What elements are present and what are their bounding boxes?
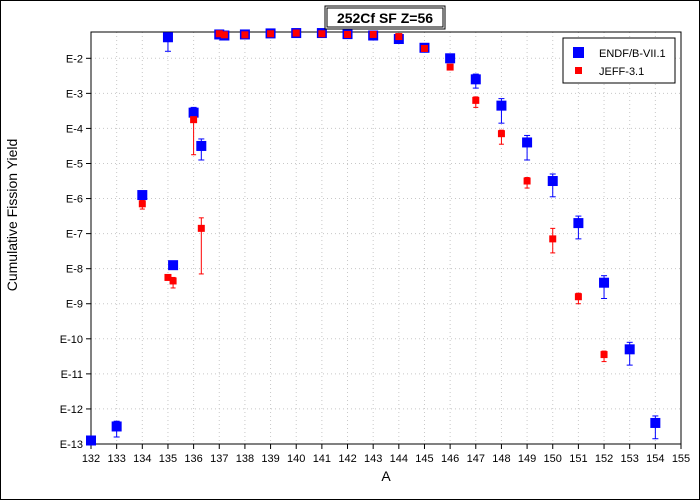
x-tick-label: 150 bbox=[544, 453, 562, 465]
grid bbox=[90, 32, 682, 445]
marker-endf bbox=[624, 344, 635, 355]
x-tick-label: 146 bbox=[441, 453, 459, 465]
legend-label-endf: ENDF/B-VII.1 bbox=[599, 48, 666, 60]
x-tick-label: 148 bbox=[492, 453, 510, 465]
y-tick-label: E-12 bbox=[60, 404, 83, 416]
y-tick-label: E-8 bbox=[66, 264, 83, 276]
y-axis-label: Cumulative Fission Yield bbox=[4, 139, 20, 292]
marker-jeff bbox=[369, 30, 377, 38]
y-tick-label: E-2 bbox=[66, 53, 83, 65]
chart-title-box: 252Cf SF Z=56 bbox=[324, 5, 446, 30]
x-tick-label: 140 bbox=[287, 453, 305, 465]
x-tick-label: 145 bbox=[415, 453, 433, 465]
marker-endf bbox=[445, 53, 456, 64]
marker-endf bbox=[599, 277, 610, 288]
marker-endf bbox=[573, 218, 584, 229]
x-tick-label: 132 bbox=[82, 453, 100, 465]
marker-jeff bbox=[292, 29, 300, 37]
marker-jeff bbox=[420, 44, 428, 52]
x-tick-label: 135 bbox=[159, 453, 177, 465]
marker-jeff bbox=[523, 177, 531, 185]
marker-endf bbox=[470, 74, 481, 85]
axis-ticks: 132 133 134 135 136 137 138 139 140 141 142 143 144 1… bbox=[60, 53, 690, 465]
marker-endf bbox=[162, 32, 173, 43]
legend: ENDF/B-VII.1 JEFF-3.1 bbox=[562, 37, 676, 84]
x-tick-label: 154 bbox=[646, 453, 664, 465]
x-tick-label: 133 bbox=[107, 453, 125, 465]
marker-jeff bbox=[318, 30, 326, 38]
y-tick-label: E-9 bbox=[66, 299, 83, 311]
plot-area bbox=[90, 31, 682, 445]
marker-jeff bbox=[169, 277, 177, 285]
marker-jeff bbox=[497, 130, 505, 138]
y-tick-label: E-3 bbox=[66, 88, 83, 100]
marker-endf bbox=[496, 100, 507, 111]
x-tick-label: 139 bbox=[261, 453, 279, 465]
marker-jeff bbox=[600, 351, 608, 359]
marker-jeff bbox=[197, 224, 205, 232]
marker-endf bbox=[196, 140, 207, 151]
x-tick-label: 149 bbox=[518, 453, 536, 465]
y-tick-label: E-6 bbox=[66, 194, 83, 206]
legend-label-jeff: JEFF-3.1 bbox=[599, 66, 644, 78]
error-bars bbox=[113, 33, 659, 440]
marker-jeff bbox=[574, 293, 582, 301]
x-axis-label: A bbox=[381, 468, 391, 484]
x-tick-label: 152 bbox=[595, 453, 613, 465]
x-tick-label: 143 bbox=[364, 453, 382, 465]
x-tick-label: 141 bbox=[313, 453, 331, 465]
y-tick-label: E-5 bbox=[66, 158, 83, 170]
x-tick-label: 142 bbox=[338, 453, 356, 465]
marker-endf bbox=[86, 435, 96, 446]
marker-endf bbox=[522, 137, 533, 148]
y-tick-label: E-4 bbox=[66, 123, 83, 135]
marker-endf bbox=[547, 176, 558, 187]
marker-jeff bbox=[190, 116, 198, 124]
data-markers bbox=[86, 28, 661, 446]
marker-endf bbox=[137, 190, 148, 201]
marker-jeff bbox=[344, 30, 352, 38]
marker-jeff bbox=[241, 31, 249, 39]
marker-jeff bbox=[164, 273, 172, 281]
y-tick-label: E-7 bbox=[66, 229, 83, 241]
x-tick-label: 134 bbox=[133, 453, 151, 465]
marker-jeff bbox=[446, 63, 454, 71]
y-tick-label: E-11 bbox=[61, 369, 83, 381]
x-tick-label: 144 bbox=[390, 453, 408, 465]
x-tick-label: 137 bbox=[210, 453, 228, 465]
x-tick-label: 136 bbox=[184, 453, 202, 465]
marker-jeff bbox=[138, 200, 146, 208]
marker-jeff bbox=[549, 235, 557, 243]
marker-jeff bbox=[472, 96, 480, 104]
marker-endf bbox=[188, 107, 199, 118]
marker-jeff bbox=[395, 33, 403, 41]
chart-title: 252Cf SF Z=56 bbox=[337, 10, 433, 26]
marker-jeff bbox=[220, 31, 228, 39]
marker-endf bbox=[111, 421, 122, 432]
marker-jeff bbox=[267, 30, 275, 38]
x-tick-label: 147 bbox=[467, 453, 485, 465]
y-tick-label: E-13 bbox=[60, 439, 83, 451]
x-tick-label: 151 bbox=[569, 453, 587, 465]
marker-jeff bbox=[215, 30, 223, 38]
x-tick-label: 153 bbox=[621, 453, 639, 465]
x-tick-label: 155 bbox=[672, 453, 690, 465]
legend-marker-endf bbox=[573, 47, 584, 58]
y-tick-label: E-10 bbox=[60, 334, 83, 346]
marker-endf bbox=[168, 260, 179, 271]
marker-endf bbox=[650, 417, 661, 428]
x-tick-label: 138 bbox=[236, 453, 254, 465]
legend-marker-jeff bbox=[575, 67, 582, 74]
